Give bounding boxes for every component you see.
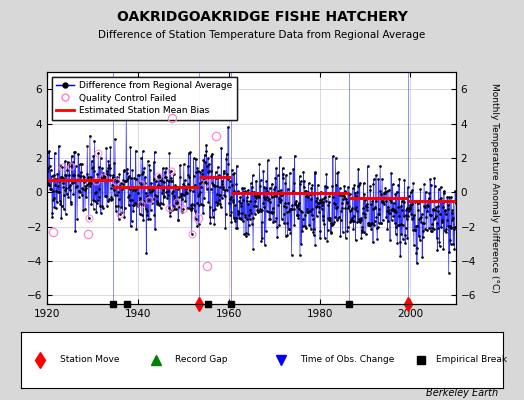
Text: Time of Obs. Change: Time of Obs. Change xyxy=(301,356,395,364)
Text: Empirical Break: Empirical Break xyxy=(435,356,507,364)
Text: Difference of Station Temperature Data from Regional Average: Difference of Station Temperature Data f… xyxy=(99,30,425,40)
Text: OAKRIDGOAKRIDGE FISHE HATCHERY: OAKRIDGOAKRIDGE FISHE HATCHERY xyxy=(116,10,408,24)
Text: Station Move: Station Move xyxy=(60,356,119,364)
Y-axis label: Monthly Temperature Anomaly Difference (°C): Monthly Temperature Anomaly Difference (… xyxy=(490,83,499,293)
Legend: Difference from Regional Average, Quality Control Failed, Estimated Station Mean: Difference from Regional Average, Qualit… xyxy=(52,76,236,120)
Text: Record Gap: Record Gap xyxy=(175,356,228,364)
Text: Berkeley Earth: Berkeley Earth xyxy=(425,388,498,398)
